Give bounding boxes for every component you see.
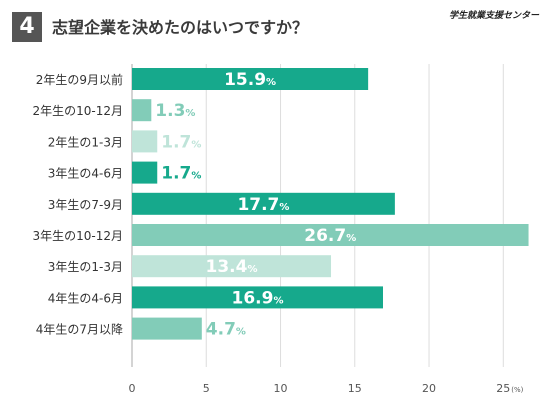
chart-header: 4 志望企業を決めたのはいつですか？ 学生就業支援センター <box>0 0 551 52</box>
category-label: 2年生の9月以前 <box>36 72 123 87</box>
value-label: 4.7% <box>206 320 246 340</box>
value-label: 15.9% <box>224 70 276 90</box>
category-label: 4年生の4-6月 <box>48 291 123 305</box>
bar <box>132 68 369 90</box>
value-label: 1.7% <box>161 132 201 152</box>
x-tick-label: 0 <box>129 382 136 395</box>
question-title: 志望企業を決めたのはいつですか？ <box>52 18 309 37</box>
x-tick-label: 25 <box>496 382 510 395</box>
bar <box>132 99 152 122</box>
x-tick-label: 5 <box>203 382 210 395</box>
question-number: 4 <box>12 12 42 42</box>
category-label: 3年生の4-6月 <box>48 167 123 181</box>
category-label: 3年生の10-12月 <box>32 229 123 243</box>
bar <box>132 130 158 153</box>
x-tick-label: 20 <box>422 382 436 395</box>
category-label: 3年生の1-3月 <box>48 260 123 274</box>
value-label: 16.9% <box>232 288 284 308</box>
x-tick-label: 10 <box>274 382 288 395</box>
value-label: 13.4% <box>206 257 258 277</box>
bar <box>132 286 383 309</box>
value-label: 1.3% <box>155 101 195 121</box>
bar <box>132 255 332 278</box>
bar <box>132 224 529 246</box>
category-label: 2年生の10-12月 <box>32 104 123 118</box>
value-label: 1.7% <box>161 164 201 184</box>
x-tick-label: 15 <box>348 382 362 395</box>
bar <box>132 192 395 215</box>
category-label: 4年生の7月以降 <box>36 323 123 337</box>
x-axis-unit: (%) <box>511 386 523 394</box>
category-label: 2年生の1-3月 <box>48 135 123 149</box>
bar <box>132 161 158 184</box>
org-logo: 学生就業支援センター <box>448 11 539 21</box>
bar <box>132 317 202 340</box>
value-label: 17.7% <box>237 195 289 215</box>
value-label: 26.7% <box>304 226 356 246</box>
category-label: 3年生の7-9月 <box>48 198 123 212</box>
